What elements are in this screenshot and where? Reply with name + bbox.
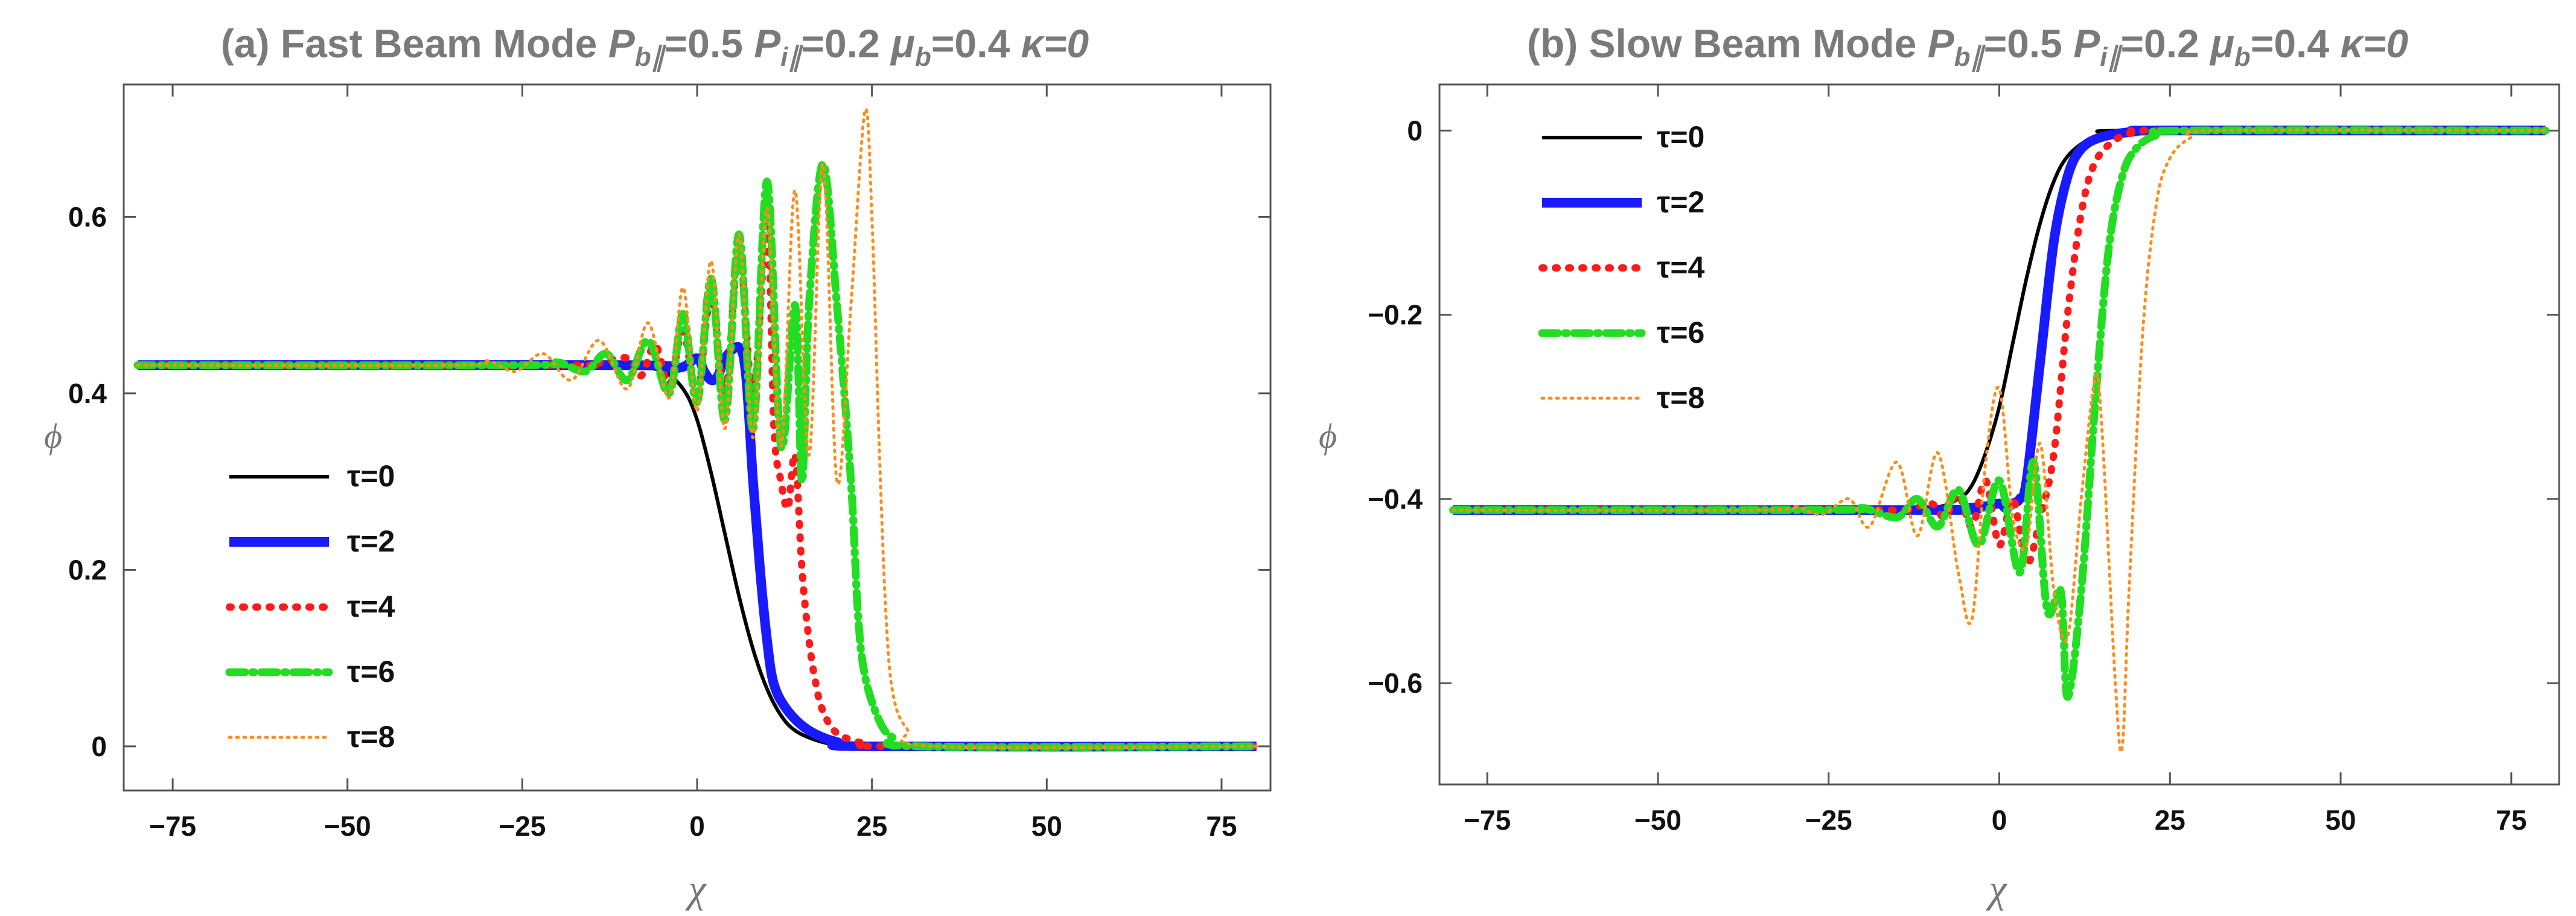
y-tick-label: 0 bbox=[91, 731, 107, 762]
panel-b-ticks bbox=[1439, 84, 2559, 784]
y-tick-label: 0 bbox=[1407, 115, 1423, 146]
panel-a-title: (a) Fast Beam Mode Pb∥=0.5 Pi∥=0.2 μb=0.… bbox=[221, 21, 1089, 72]
series-line-tau-0 bbox=[1453, 128, 2546, 512]
legend-label: τ=2 bbox=[347, 524, 395, 558]
panel-b-x-axis-label: χ bbox=[1985, 867, 2007, 911]
panel-a-x-tick-labels: −75 −50 −25 0 25 50 75 bbox=[149, 810, 1237, 842]
panel-a-frame bbox=[123, 83, 1272, 792]
series-line-tau-6 bbox=[133, 160, 1261, 751]
series-line-tau-8 bbox=[136, 107, 1258, 749]
y-tick-label: 0.6 bbox=[68, 201, 107, 232]
x-tick-label: 0 bbox=[1992, 804, 2007, 836]
panel-a-ticks bbox=[124, 84, 1270, 790]
panel-b-frame bbox=[1438, 83, 2560, 786]
x-tick-label: −50 bbox=[1634, 804, 1682, 836]
series-line-tau-0 bbox=[138, 363, 1257, 749]
panel-b-x-tick-labels: −75 −50 −25 0 25 50 75 bbox=[1464, 804, 2527, 836]
panel-b-legend: τ=0 τ=2 τ=4 τ=6 τ=8 bbox=[1538, 120, 1705, 415]
series-line-tau-2 bbox=[1453, 126, 2546, 515]
legend-label: τ=0 bbox=[1657, 120, 1704, 154]
y-tick-label: −0.2 bbox=[1368, 299, 1423, 331]
series-line-tau-8 bbox=[1452, 128, 2547, 754]
legend-label: τ=8 bbox=[1657, 381, 1704, 415]
panel-a-legend: τ=0 τ=2 τ=4 τ=6 τ=8 bbox=[225, 459, 395, 754]
x-tick-label: −75 bbox=[1464, 804, 1511, 836]
x-tick-label: 75 bbox=[2496, 804, 2527, 836]
x-tick-label: 75 bbox=[1206, 810, 1237, 842]
panel-b: (b) Slow Beam Mode Pb∥=0.5 Pi∥=0.2 μb=0.… bbox=[1319, 21, 2560, 911]
y-tick-label: 0.2 bbox=[68, 554, 107, 585]
panel-a: (a) Fast Beam Mode Pb∥=0.5 Pi∥=0.2 μb=0.… bbox=[44, 21, 1272, 911]
x-tick-label: 50 bbox=[2325, 804, 2356, 836]
legend-label: τ=4 bbox=[1657, 250, 1705, 284]
y-tick-label: −0.6 bbox=[1368, 667, 1423, 699]
panel-b-title: (b) Slow Beam Mode Pb∥=0.5 Pi∥=0.2 μb=0.… bbox=[1527, 21, 2408, 72]
legend-label: τ=6 bbox=[1657, 316, 1704, 349]
x-tick-label: −50 bbox=[324, 810, 371, 842]
y-tick-label: 0.4 bbox=[68, 378, 107, 409]
x-tick-label: 50 bbox=[1031, 810, 1062, 842]
x-tick-label: 25 bbox=[856, 810, 887, 842]
legend-label: τ=8 bbox=[347, 720, 395, 754]
x-tick-label: 25 bbox=[2155, 804, 2185, 836]
series-line-tau-6 bbox=[1449, 126, 2549, 701]
series-line-tau-2 bbox=[138, 342, 1257, 752]
panel-a-y-tick-labels: 0 0.2 0.4 0.6 bbox=[68, 201, 107, 762]
legend-label: τ=6 bbox=[347, 655, 395, 689]
legend-label: τ=2 bbox=[1657, 185, 1704, 219]
x-tick-label: −25 bbox=[499, 810, 546, 842]
panel-b-y-axis-label: ϕ bbox=[1319, 416, 1337, 456]
panel-a-series bbox=[133, 107, 1261, 752]
x-tick-label: 0 bbox=[689, 810, 705, 842]
legend-label: τ=4 bbox=[347, 590, 395, 623]
x-tick-label: −25 bbox=[1805, 804, 1852, 836]
panel-b-series bbox=[1449, 126, 2549, 754]
panel-b-y-tick-labels: 0 −0.2 −0.4 −0.6 bbox=[1368, 115, 1423, 699]
legend-label: τ=0 bbox=[347, 459, 395, 493]
panel-a-y-axis-label: ϕ bbox=[44, 416, 62, 456]
y-tick-label: −0.4 bbox=[1368, 483, 1423, 515]
series-line-tau-4 bbox=[1449, 127, 2549, 567]
x-tick-label: −75 bbox=[149, 810, 196, 842]
panel-a-x-axis-label: χ bbox=[684, 867, 707, 911]
